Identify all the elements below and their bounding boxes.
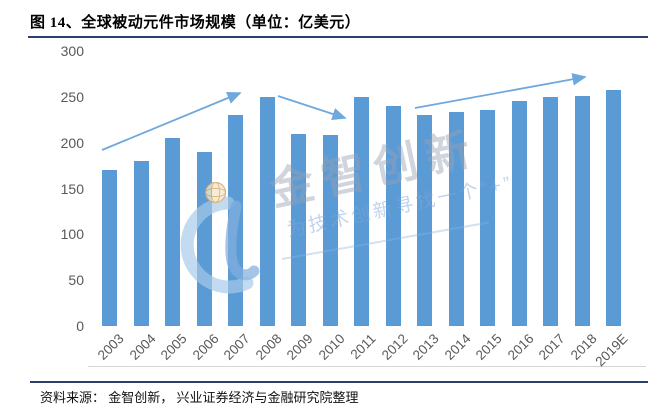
- source-note: 资料来源： 金智创新， 兴业证券经济与金融研究院整理: [40, 390, 359, 405]
- x-axis-line: [88, 366, 646, 367]
- x-tick-2008: 2008: [252, 331, 285, 363]
- x-tick-2017: 2017: [536, 331, 569, 363]
- y-tick-250: 250: [60, 88, 84, 105]
- bar-2019E: [606, 89, 621, 326]
- watermark-logo-icon: [180, 181, 260, 294]
- footer-divider: [30, 381, 648, 383]
- x-tick-2019E: 2019E: [592, 331, 632, 370]
- bar-2013: [417, 115, 432, 326]
- bar-chart: 0 50 100 150 200 250 300 2003 2004 2005 2006 2007 2…: [0, 40, 650, 380]
- logo-i-stem-shape: [225, 200, 260, 281]
- bar-2008: [259, 96, 275, 326]
- x-tick-2003: 2003: [95, 331, 128, 363]
- bar-2010: [322, 135, 338, 326]
- y-tick-0: 0: [76, 318, 84, 334]
- x-tick-2011: 2011: [347, 331, 380, 363]
- bar-2018: [574, 95, 590, 326]
- y-tick-100: 100: [60, 226, 84, 243]
- bar-2011: [354, 96, 369, 326]
- y-tick-300: 300: [60, 43, 84, 59]
- x-tick-2012: 2012: [378, 331, 411, 363]
- x-tick-2010: 2010: [315, 331, 348, 363]
- x-tick-2009: 2009: [284, 331, 317, 363]
- logo-crescent-shape: [180, 196, 254, 294]
- bar-2015: [480, 109, 495, 326]
- bar-2005: [165, 138, 180, 326]
- title-divider: [28, 36, 648, 38]
- x-tick-2006: 2006: [189, 331, 222, 363]
- x-tick-2016: 2016: [504, 331, 537, 363]
- y-tick-50: 50: [68, 272, 84, 289]
- y-tick-200: 200: [60, 134, 84, 151]
- x-tick-2013: 2013: [410, 331, 443, 363]
- y-tick-150: 150: [60, 180, 84, 197]
- bar-2012: [385, 106, 401, 326]
- x-tick-2007: 2007: [221, 331, 254, 363]
- bar-2014: [448, 112, 464, 326]
- x-tick-2015: 2015: [473, 331, 506, 363]
- logo-globe-icon: [204, 181, 227, 204]
- x-tick-2014: 2014: [441, 331, 474, 363]
- figure-title: 图 14、全球被动元件市场规模（单位：亿美元）: [30, 15, 361, 31]
- bar-2004: [133, 161, 149, 326]
- x-tick-2005: 2005: [158, 331, 191, 363]
- bar-2009: [291, 133, 306, 326]
- x-tick-2004: 2004: [126, 331, 159, 363]
- bar-2003: [102, 170, 117, 326]
- bar-2017: [543, 96, 558, 326]
- bar-2016: [511, 101, 527, 326]
